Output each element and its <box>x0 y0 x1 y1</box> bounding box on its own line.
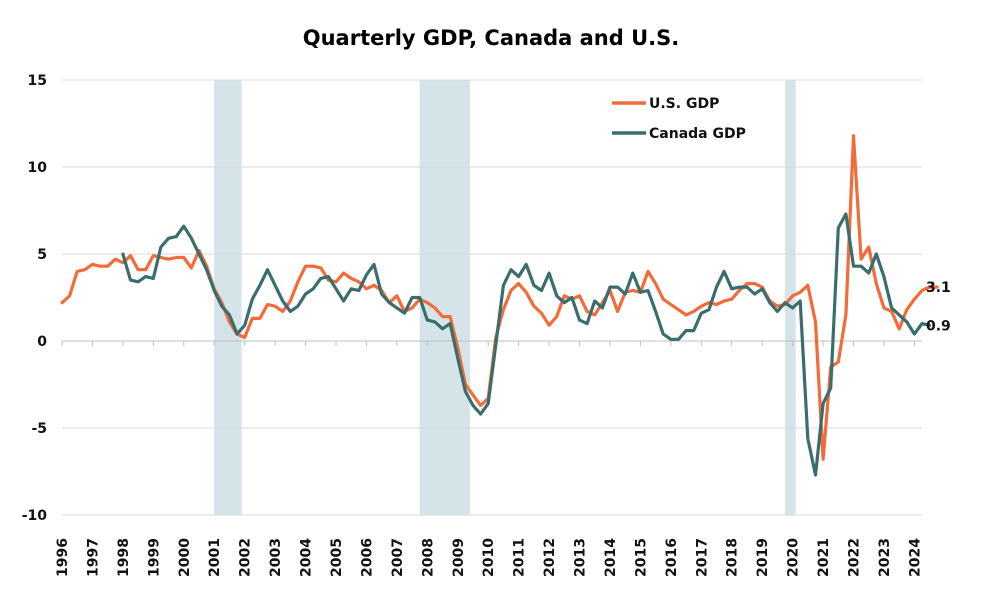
y-tick-label: 5 <box>37 247 47 263</box>
x-tick-label: 2012 <box>542 538 558 577</box>
x-tick-label: 2015 <box>633 538 649 577</box>
series-lines-group <box>60 134 939 477</box>
x-tick-label: 2024 <box>907 538 923 577</box>
series-line-canada-gdp <box>121 212 932 477</box>
x-tick-label: 2008 <box>420 538 436 577</box>
x-tick-label: 2022 <box>847 538 863 577</box>
x-tick-label: 2021 <box>816 538 832 577</box>
x-tick-label: 2003 <box>268 538 284 577</box>
x-tick-label: 2020 <box>786 538 802 577</box>
x-tick-label: 2007 <box>390 538 406 577</box>
x-tick-label: 1996 <box>55 538 71 577</box>
chart-title: Quarterly GDP, Canada and U.S. <box>302 26 680 50</box>
x-tick-label: 2023 <box>877 538 893 577</box>
x-tick-label: 2000 <box>177 538 193 577</box>
y-tick-label: 0 <box>37 334 47 350</box>
x-tick-label: 2019 <box>755 538 771 577</box>
legend-label-us-gdp: U.S. GDP <box>649 96 719 112</box>
x-tick-label: 2002 <box>238 538 254 577</box>
axes-group: 15 10 5 0 -5 -10 1996 1997 1998 1999 2000 2001 2002 2… <box>22 73 924 577</box>
y-tick-label: -5 <box>31 421 47 437</box>
x-tick-label: 2016 <box>664 538 680 577</box>
recession-band-2 <box>419 80 470 515</box>
legend-label-canada-gdp: Canada GDP <box>649 126 746 142</box>
x-tick-label: 1999 <box>146 538 162 577</box>
x-tick-label: 2017 <box>694 538 710 577</box>
end-label-canada-gdp: 0.9 <box>926 318 951 334</box>
x-tick-label: 2004 <box>299 538 315 577</box>
end-label-us-gdp: 3.1 <box>926 280 951 296</box>
y-tick-label: 15 <box>28 73 47 89</box>
x-tick-label: 2014 <box>603 538 619 577</box>
gridlines-group <box>62 79 922 516</box>
legend: U.S. GDP Canada GDP <box>612 96 746 142</box>
end-labels-group: 3.1 0.9 <box>926 280 951 334</box>
y-tick-label: 10 <box>28 160 48 176</box>
y-tick-label: -10 <box>22 508 48 524</box>
x-tick-label: 2006 <box>359 538 375 577</box>
x-tick-label: 1998 <box>116 538 132 577</box>
x-tick-label: 2009 <box>451 538 467 577</box>
recession-shading-group <box>214 80 796 515</box>
x-tick-label: 2001 <box>207 538 223 577</box>
x-tick-label: 2010 <box>481 538 497 577</box>
x-tick-label: 2013 <box>573 538 589 577</box>
x-tick-label: 2011 <box>512 538 528 577</box>
x-tick-label: 1997 <box>85 538 101 577</box>
x-tick-label: 2018 <box>725 538 741 577</box>
x-tick-label: 2005 <box>329 538 345 577</box>
